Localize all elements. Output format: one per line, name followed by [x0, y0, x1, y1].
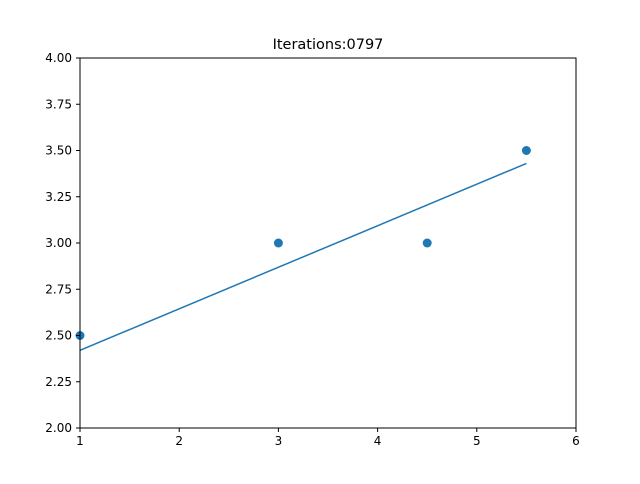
fit-line: [79, 162, 527, 351]
y-tick-label: 2.25: [45, 375, 72, 389]
plot-area: [75, 146, 531, 351]
y-tick-label: 3.00: [45, 236, 72, 250]
x-tick-label: 1: [76, 434, 84, 448]
x-tick-label: 2: [175, 434, 183, 448]
y-tick-label: 3.50: [45, 144, 72, 158]
data-point: [273, 238, 283, 248]
axis-ticks: 1 2 3 4 5 6 2.00 2.25 2.50 2.75 3.00 3.25 3.50 3.75 4.…: [45, 51, 580, 448]
y-tick-label: 3.75: [45, 97, 72, 111]
x-tick-label: 6: [572, 434, 580, 448]
x-tick-label: 5: [473, 434, 481, 448]
y-tick-label: 2.50: [45, 329, 72, 343]
data-point: [422, 238, 432, 248]
data-point: [521, 146, 531, 155]
x-tick-label: 3: [275, 434, 283, 448]
chart-title: Iterations:0797: [273, 37, 384, 53]
y-tick-label: 3.25: [45, 190, 72, 204]
x-tick-label: 4: [374, 434, 382, 448]
y-tick-label: 2.75: [45, 282, 72, 296]
y-tick-label: 4.00: [45, 51, 72, 65]
y-tick-label: 2.00: [45, 421, 72, 435]
